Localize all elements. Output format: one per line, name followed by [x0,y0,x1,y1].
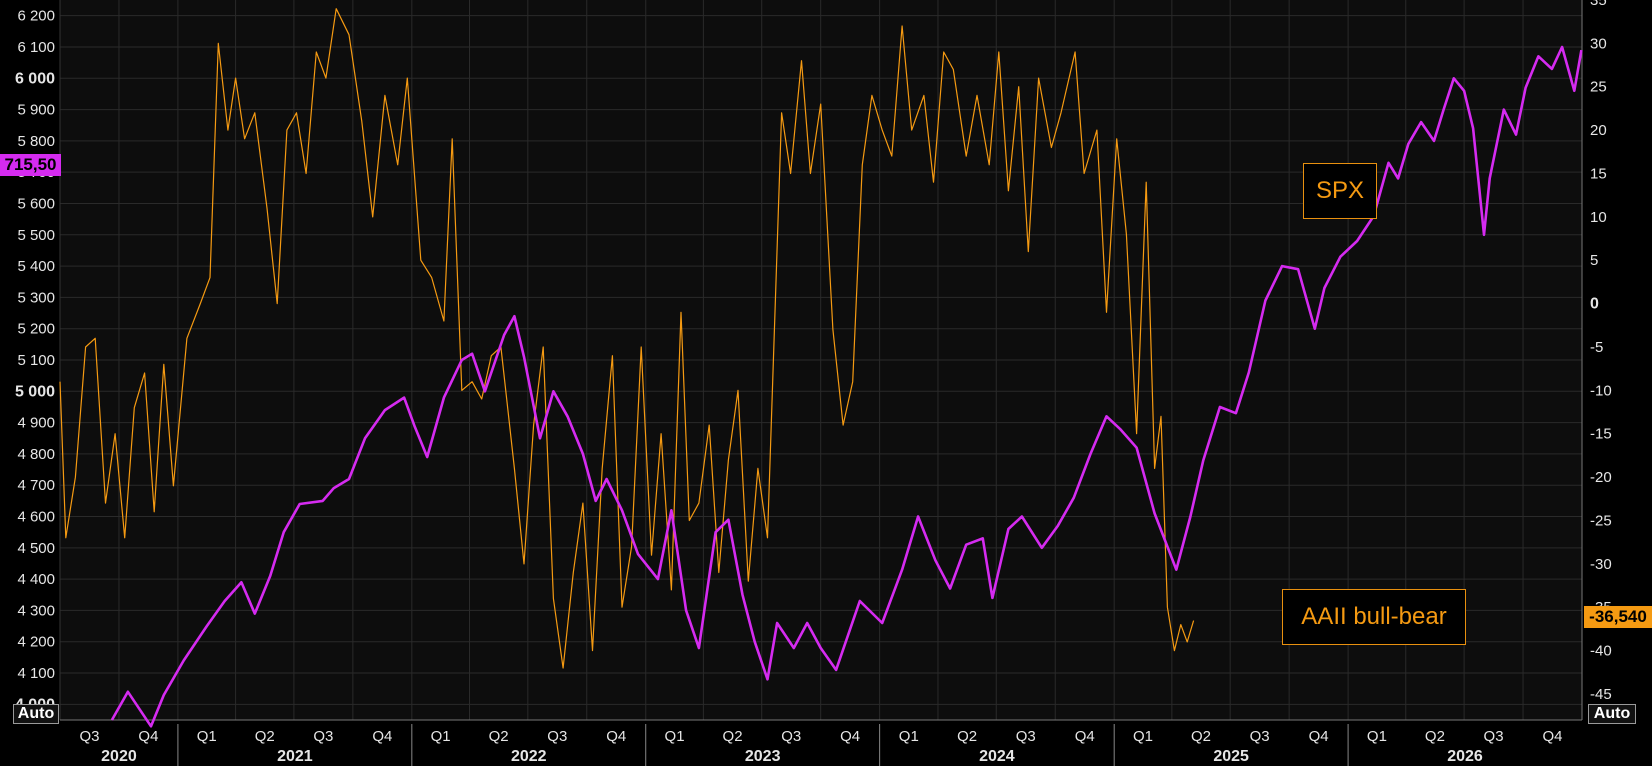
left-tick-label: 4 400 [17,571,55,588]
left-tick-label: 5 800 [17,133,55,150]
x-year-label: 2020 [101,748,137,765]
x-quarter-label: Q4 [372,728,392,745]
x-quarter-label: Q2 [489,728,509,745]
x-year-label: 2025 [1213,748,1249,765]
right-tick-label: -25 [1590,512,1612,529]
left-tick-label: 5 300 [17,289,55,306]
x-axis: Q3 Q4 Q1 Q2 Q3 Q4 Q1 Q2 Q3 Q4 Q1 Q2 Q3 Q4 Q1 Q2 Q3 Q4 Q1 Q2… [60,719,1582,766]
x-quarter-label: Q2 [723,728,743,745]
x-year-label: 2026 [1447,748,1483,765]
x-quarter-label: Q2 [1425,728,1445,745]
x-quarter-label: Q3 [313,728,333,745]
right-tick-label: -10 [1590,382,1612,399]
auto-scale-right-button[interactable]: Auto [1588,704,1636,724]
right-tick-label: -15 [1590,426,1612,443]
right-tick-label: 25 [1590,79,1607,96]
legend-aaii: AAII bull-bear [1282,589,1466,645]
legend-aaii-label: AAII bull-bear [1301,603,1447,630]
left-tick-label: 4 800 [17,446,55,463]
auto-left-label: Auto [17,705,55,722]
x-quarter-label: Q1 [665,728,685,745]
left-tick-label: 6 000 [15,70,55,87]
grid [59,0,1582,720]
left-tick-label: 5 500 [17,227,55,244]
right-tick-label: -20 [1590,469,1612,486]
right-tick-label: -30 [1590,556,1612,573]
left-tick-label: 4 700 [17,477,55,494]
right-tick-label: 10 [1590,209,1607,226]
right-tick-label: 15 [1590,165,1607,182]
x-year-label: 2021 [277,748,313,765]
x-quarter-label: Q1 [1367,728,1387,745]
right-tick-label: 30 [1590,35,1607,52]
left-tick-label: 5 000 [15,383,55,400]
legend-spx-label: SPX [1315,177,1365,204]
right-tick-label: -45 [1590,686,1612,703]
x-quarter-label: Q1 [899,728,919,745]
x-quarter-label: Q4 [1075,728,1095,745]
auto-scale-left-button[interactable]: Auto [13,704,59,724]
left-tick-label: 5 400 [17,258,55,275]
x-quarter-label: Q3 [781,728,801,745]
left-tick-label: 6 200 [17,8,55,25]
right-tick-label: -40 [1590,643,1612,660]
right-tick-label: 20 [1590,122,1607,139]
x-quarter-label: Q1 [1133,728,1153,745]
x-quarter-label: Q3 [1250,728,1270,745]
auto-right-label: Auto [1593,705,1631,722]
x-quarter-label: Q4 [606,728,626,745]
right-tick-label: 0 [1590,296,1599,313]
spx-last-value-flag: 715,50 [0,154,61,176]
x-quarter-label: Q3 [547,728,567,745]
x-quarter-label: Q1 [197,728,217,745]
x-quarter-label: Q4 [138,728,158,745]
x-quarter-label: Q2 [957,728,977,745]
left-tick-label: 6 100 [17,39,55,56]
x-quarter-label: Q3 [1484,728,1504,745]
aaii-last-value: -36,540 [1589,607,1647,626]
x-quarter-label: Q3 [79,728,99,745]
left-tick-label: 4 200 [17,634,55,651]
series-spx-line [110,45,1583,728]
x-year-label: 2023 [745,748,781,765]
right-tick-label: -5 [1590,339,1603,356]
series-aaii-line [59,8,1195,669]
x-quarter-label: Q4 [1543,728,1563,745]
left-tick-label: 5 200 [17,321,55,338]
right-tick-label: 5 [1590,252,1598,269]
left-tick-label: 4 100 [17,665,55,682]
x-quarter-label: Q2 [1191,728,1211,745]
right-tick-label: 35 [1590,0,1607,9]
x-quarter-label: Q4 [840,728,860,745]
x-year-label: 2024 [979,748,1015,765]
x-quarter-label: Q3 [1016,728,1036,745]
legend-spx: SPX [1303,163,1377,219]
series-layer [59,8,1583,728]
left-tick-label: 4 600 [17,509,55,526]
x-quarter-label: Q1 [431,728,451,745]
left-tick-label: 5 100 [17,352,55,369]
x-quarter-label: Q4 [1309,728,1329,745]
spx-last-value: 715,50 [4,155,57,174]
left-tick-label: 4 500 [17,540,55,557]
aaii-last-value-flag: -36,540 [1584,606,1652,628]
left-tick-label: 4 300 [17,602,55,619]
left-tick-label: 4 900 [17,415,55,432]
left-tick-label: 5 900 [17,102,55,119]
x-quarter-label: Q2 [255,728,275,745]
left-tick-label: 5 600 [17,195,55,212]
x-year-label: 2022 [511,748,547,765]
